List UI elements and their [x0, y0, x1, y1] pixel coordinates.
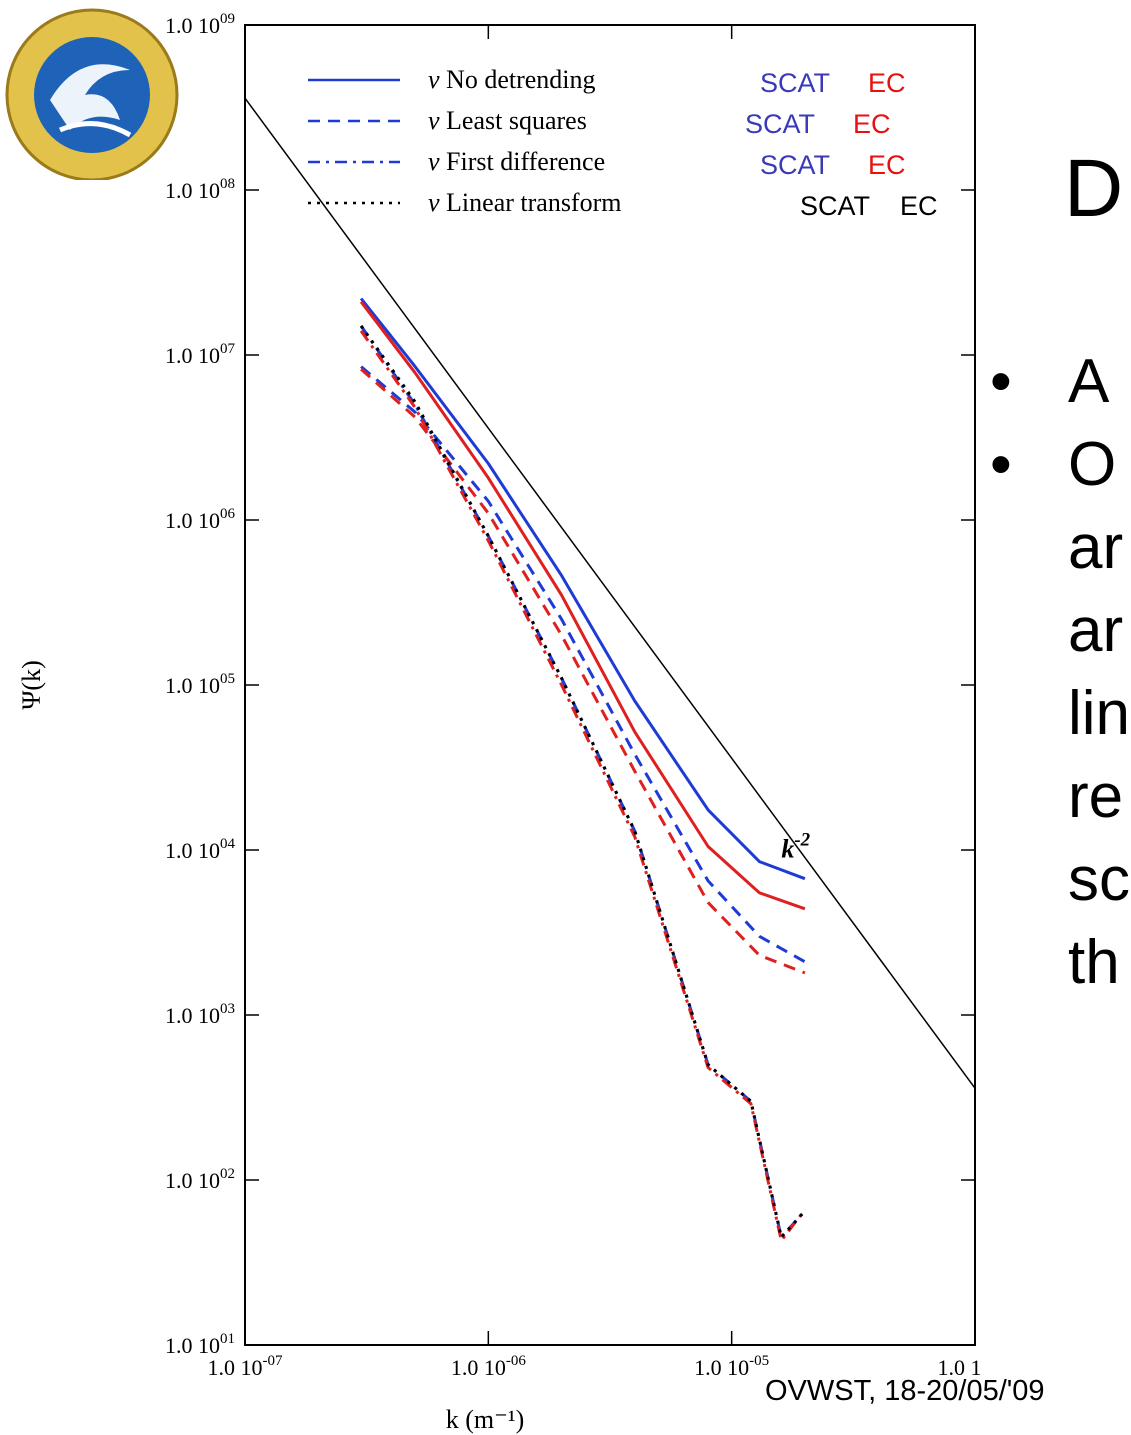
y-tick-label: 1.0 1004 [165, 836, 236, 863]
bullet-line: th [990, 921, 1130, 1004]
y-tick-label: 1.0 1007 [165, 341, 236, 368]
x-axis-label: k (m⁻¹) [446, 1405, 525, 1434]
legend-label: v Least squares [428, 106, 587, 135]
legend-scat-tag: SCAT [760, 150, 830, 180]
y-tick-label: 1.0 1001 [165, 1331, 235, 1358]
y-tick-label: 1.0 1006 [165, 506, 236, 533]
y-tick-label: 1.0 1008 [165, 176, 235, 203]
bullet-text: lin [1068, 679, 1131, 748]
legend-label: v First difference [428, 147, 605, 176]
bullet-text: sc [1068, 845, 1130, 914]
ocean-sea-ice-saf-logo [5, 8, 179, 180]
bullet-marker: • [990, 430, 1012, 499]
x-tick-label: 1.0 10-05 [694, 1353, 769, 1380]
bullet-line: ar [990, 589, 1130, 672]
bullet-line: ar [990, 506, 1130, 589]
spectrum-chart: 1.0 1009 1.0 1008 1.0 1007 1.0 1006 1.0 1005… [17, 11, 980, 1434]
legend-ec-tag: EC [868, 68, 906, 98]
series-line [359, 300, 806, 911]
bullet-text: ar [1068, 596, 1124, 665]
legend-scat-tag: SCAT [760, 68, 830, 98]
legend-label: v Linear transform [428, 188, 621, 217]
footer-text: OVWST, 18-20/05/'09 [765, 1375, 1045, 1407]
y-tick-label: 1.0 1009 [165, 11, 235, 38]
bullet-line: re [990, 755, 1130, 838]
series-line [359, 325, 807, 1239]
legend: v No detrending SCAT EC v Least squares SCAT… [308, 65, 938, 221]
bullet-text: A [1068, 347, 1110, 416]
series-line [359, 330, 807, 1242]
series-line [359, 325, 807, 1239]
bullet-line: • O [990, 423, 1130, 506]
bullet-text: re [1068, 762, 1124, 831]
reference-line [244, 97, 976, 1089]
slope-annotation: k-2 [781, 830, 810, 864]
legend-scat-tag: SCAT [745, 109, 815, 139]
x-tick-label: 1.0 10-06 [451, 1353, 526, 1380]
x-tick-label: 1.0 10-07 [208, 1353, 283, 1380]
y-axis-label: Ψ(k) [17, 660, 46, 710]
legend-label: v No detrending [428, 65, 596, 94]
y-tick-label: 1.0 1003 [165, 1001, 235, 1028]
slide-title: D [1064, 143, 1124, 234]
bullet-line: lin [990, 672, 1130, 755]
y-tick-label: 1.0 1002 [165, 1166, 235, 1193]
bullet-text: O [1068, 430, 1117, 499]
series-line [359, 297, 806, 881]
bullet-text: th [1068, 928, 1120, 997]
legend-ec-tag: EC [900, 191, 938, 221]
y-tick-label: 1.0 1005 [165, 671, 235, 698]
series-group [244, 97, 976, 1242]
bullet-line: • A [990, 340, 1130, 423]
legend-scat-tag: SCAT [800, 191, 870, 221]
bullet-marker: • [990, 347, 1012, 416]
legend-ec-tag: EC [868, 150, 906, 180]
bullet-text: ar [1068, 513, 1124, 582]
legend-ec-tag: EC [853, 109, 891, 139]
x-tick-label: 1.0 10-04 [938, 1353, 981, 1380]
bullet-line: sc [990, 838, 1130, 921]
annotations: k-2 [781, 830, 810, 864]
series-line [360, 368, 806, 975]
axes: 1.0 1009 1.0 1008 1.0 1007 1.0 1006 1.0 1005… [17, 11, 980, 1434]
